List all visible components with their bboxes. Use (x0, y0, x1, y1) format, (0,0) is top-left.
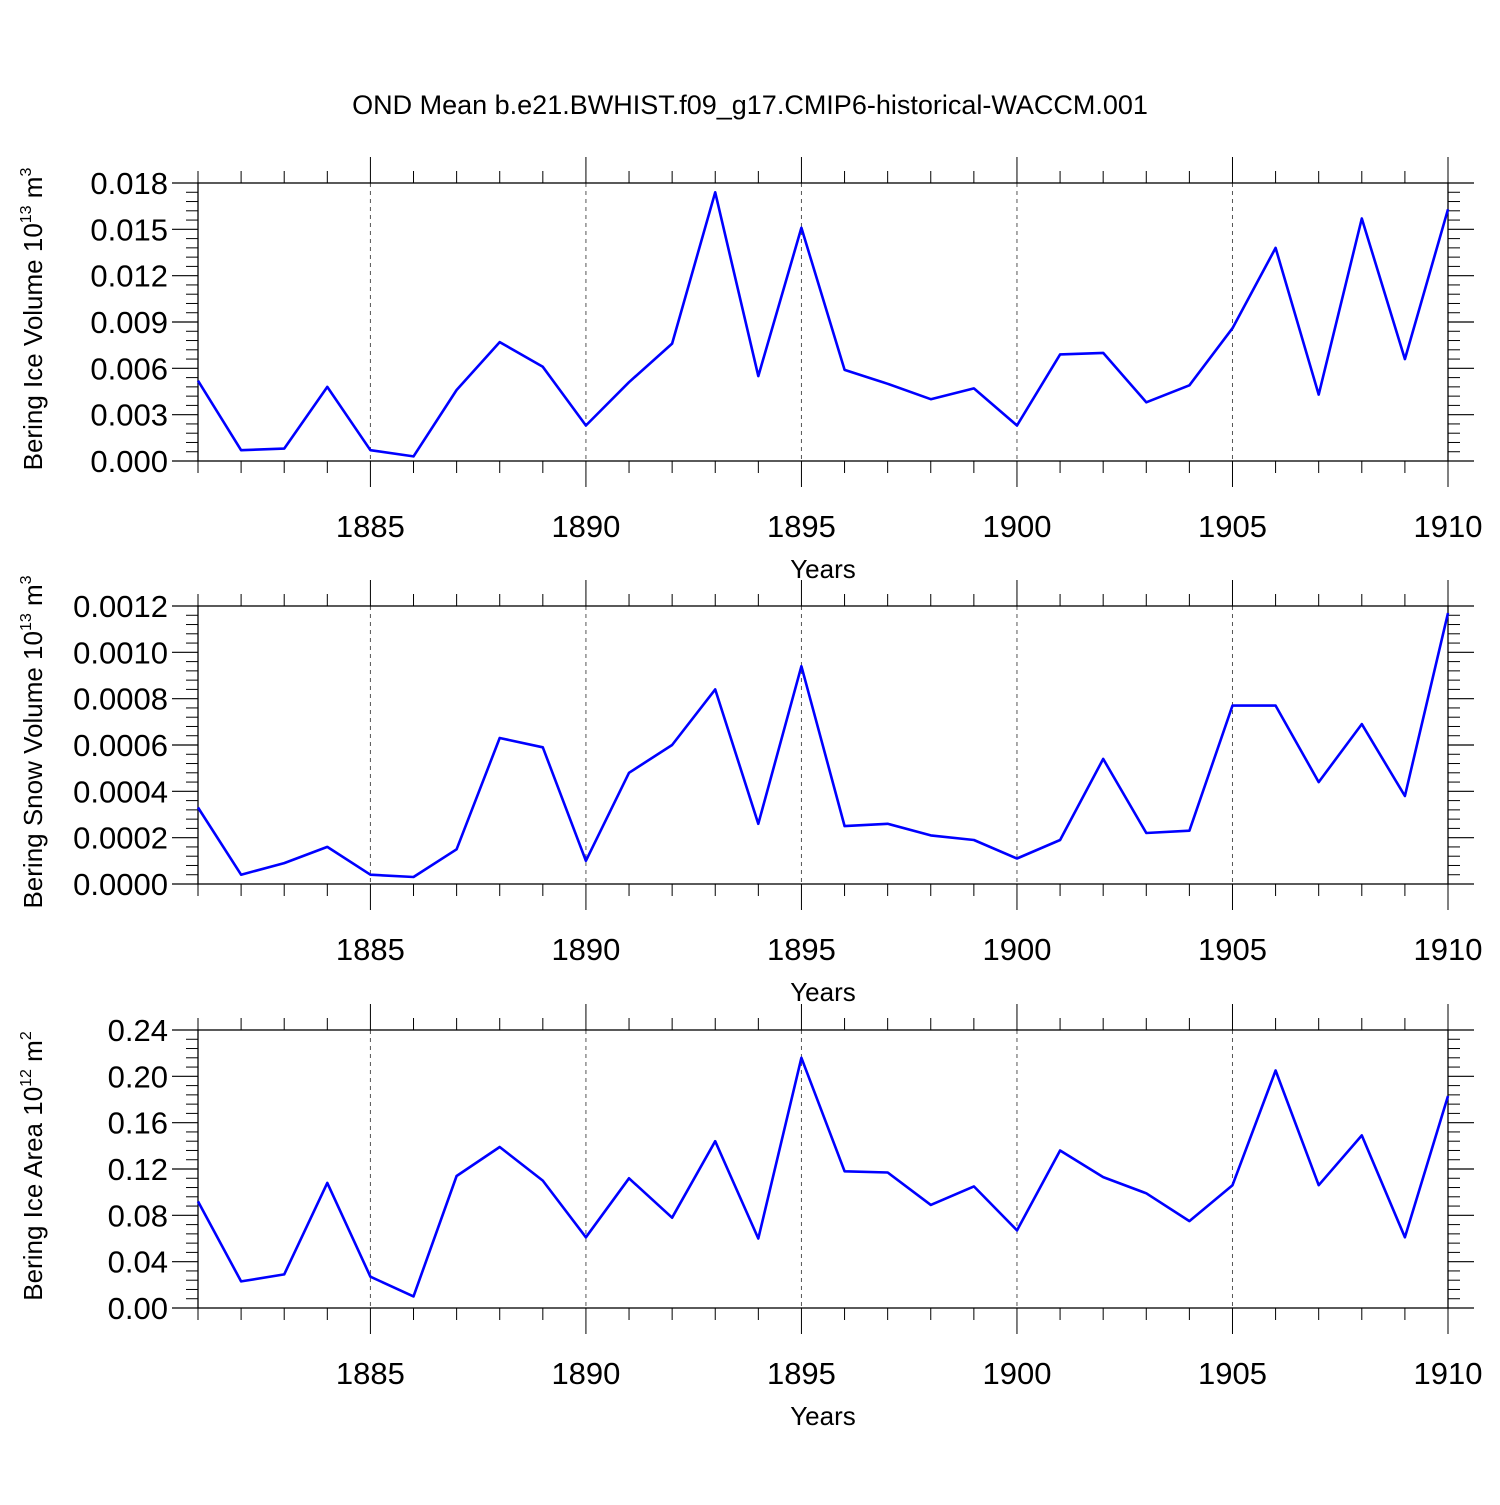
x-tick-label: 1910 (1414, 1356, 1483, 1391)
x-tick-label: 1900 (982, 932, 1051, 967)
x-tick-label: 1895 (767, 509, 836, 544)
series-line (196, 1056, 1450, 1298)
y-tick-label: 0.012 (90, 259, 168, 294)
figure-title: OND Mean b.e21.BWHIST.f09_g17.CMIP6-hist… (352, 90, 1148, 120)
y-tick-label: 0.0010 (73, 635, 168, 670)
y-axis-unit: m (18, 584, 48, 613)
y-tick-label: 0.0004 (73, 774, 168, 809)
panel-2: 0.0000 0.0002 0.0004 0.0006 0.0008 0.0010 0.00… (18, 575, 1482, 1007)
x-tick-label: 1905 (1198, 1356, 1267, 1391)
y-tick-label: 0.015 (90, 212, 168, 247)
y-tick-label: 0.16 (108, 1106, 168, 1141)
x-tick-label: 1910 (1414, 932, 1483, 967)
x-tick-label: 1905 (1198, 509, 1267, 544)
panel-1: 0.000 0.003 0.006 0.009 0.012 0.015 0.018 1885 1… (18, 157, 1482, 584)
y-tick-label: 0.0012 (73, 589, 168, 624)
y-axis-label: Bering Snow Volume 1013 m3 (18, 575, 48, 908)
x-tick-label: 1900 (982, 1356, 1051, 1391)
x-tick-label: 1900 (982, 509, 1051, 544)
y-axis-label-text: Bering Ice Area 10 (18, 1087, 48, 1301)
x-tick-label: 1895 (767, 1356, 836, 1391)
y-axis-unit-power: 3 (18, 575, 35, 584)
y-tick-label: 0.006 (90, 351, 168, 386)
x-axis-label: Years (790, 554, 856, 584)
y-tick-label: 0.018 (90, 166, 168, 201)
plot-frame (197, 1029, 1449, 1309)
y-tick-label: 0.0008 (73, 682, 168, 717)
y-axis-unit: m (18, 177, 48, 206)
y-tick-label: 0.12 (108, 1152, 168, 1187)
panel-3: 0.00 0.04 0.08 0.12 0.16 0.20 0.24 1885 1890 1895… (18, 1004, 1482, 1431)
x-tick-label: 1890 (551, 1356, 620, 1391)
x-tick-label: 1885 (336, 932, 405, 967)
x-tick-label: 1890 (551, 932, 620, 967)
y-axis-unit-exponent: 12 (18, 1069, 35, 1087)
series-line (196, 612, 1450, 879)
x-tick-label: 1890 (551, 509, 620, 544)
x-tick-label: 1895 (767, 932, 836, 967)
y-tick-label: 0.0002 (73, 821, 168, 856)
y-axis-unit-exponent: 13 (18, 205, 35, 223)
x-tick-label: 1885 (336, 509, 405, 544)
y-tick-label: 0.00 (108, 1291, 168, 1326)
y-axis-label-text: Bering Ice Volume 10 (18, 223, 48, 470)
x-axis-label: Years (790, 977, 856, 1007)
y-axis-label: Bering Ice Volume 1013 m3 (18, 168, 48, 471)
y-tick-label: 0.000 (90, 444, 168, 479)
y-axis-unit-power: 3 (18, 168, 35, 177)
y-tick-label: 0.04 (108, 1245, 168, 1280)
y-tick-label: 0.0006 (73, 728, 168, 763)
y-tick-label: 0.20 (108, 1059, 168, 1094)
y-tick-label: 0.009 (90, 305, 168, 340)
y-tick-label: 0.0000 (73, 867, 168, 902)
y-axis-unit-power: 2 (18, 1031, 35, 1040)
y-tick-label: 0.24 (108, 1013, 168, 1048)
x-axis-label: Years (790, 1401, 856, 1431)
y-axis-unit-exponent: 13 (18, 613, 35, 631)
x-tick-label: 1885 (336, 1356, 405, 1391)
plot-frame (197, 182, 1449, 462)
y-axis-label-text: Bering Snow Volume 10 (18, 631, 48, 909)
y-axis-unit: m (18, 1040, 48, 1069)
series-line (196, 191, 1450, 458)
y-tick-label: 0.08 (108, 1198, 168, 1233)
x-tick-label: 1905 (1198, 932, 1267, 967)
y-axis-label: Bering Ice Area 1012 m2 (18, 1031, 48, 1301)
x-tick-label: 1910 (1414, 509, 1483, 544)
y-tick-label: 0.003 (90, 398, 168, 433)
